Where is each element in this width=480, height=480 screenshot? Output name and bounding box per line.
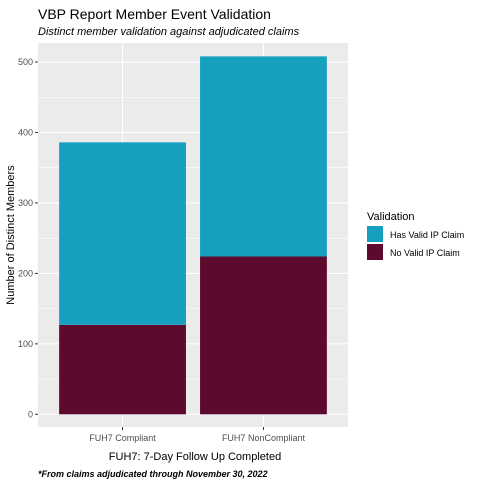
- legend: Validation Has Valid IP Claim No Valid I…: [367, 211, 464, 260]
- legend-label-no-valid-ip-claim: No Valid IP Claim: [390, 248, 460, 258]
- bar-segment: [59, 142, 186, 325]
- y-axis-ticks: 0 100 200 300 400 500: [18, 57, 38, 419]
- y-tick-label: 200: [18, 268, 33, 278]
- x-axis-label: FUH7: 7-Day Follow Up Completed: [109, 451, 281, 463]
- x-axis-ticks: FUH7 Compliant FUH7 NonCompliant: [89, 427, 305, 443]
- chart-subtitle: Distinct member validation against adjud…: [38, 26, 300, 38]
- bar-segment: [200, 56, 327, 257]
- bar-segment: [200, 256, 327, 415]
- bar-segment: [59, 324, 186, 415]
- y-tick-label: 400: [18, 127, 33, 137]
- y-tick-label: 500: [18, 57, 33, 67]
- legend-title: Validation: [367, 211, 415, 223]
- y-tick-label: 300: [18, 198, 33, 208]
- legend-label-has-valid-ip-claim: Has Valid IP Claim: [390, 230, 464, 240]
- y-axis-label: Number of Distinct Members: [5, 165, 17, 305]
- chart-caption: *From claims adjudicated through Novembe…: [38, 469, 268, 479]
- chart-title: VBP Report Member Event Validation: [38, 6, 271, 22]
- y-tick-label: 100: [18, 339, 33, 349]
- x-tick-label: FUH7 NonCompliant: [222, 433, 306, 443]
- legend-swatch-no-valid-ip-claim: [367, 244, 383, 260]
- x-tick-label: FUH7 Compliant: [89, 433, 156, 443]
- legend-swatch-has-valid-ip-claim: [367, 226, 383, 242]
- bars: [59, 56, 327, 415]
- y-tick-label: 0: [28, 409, 33, 419]
